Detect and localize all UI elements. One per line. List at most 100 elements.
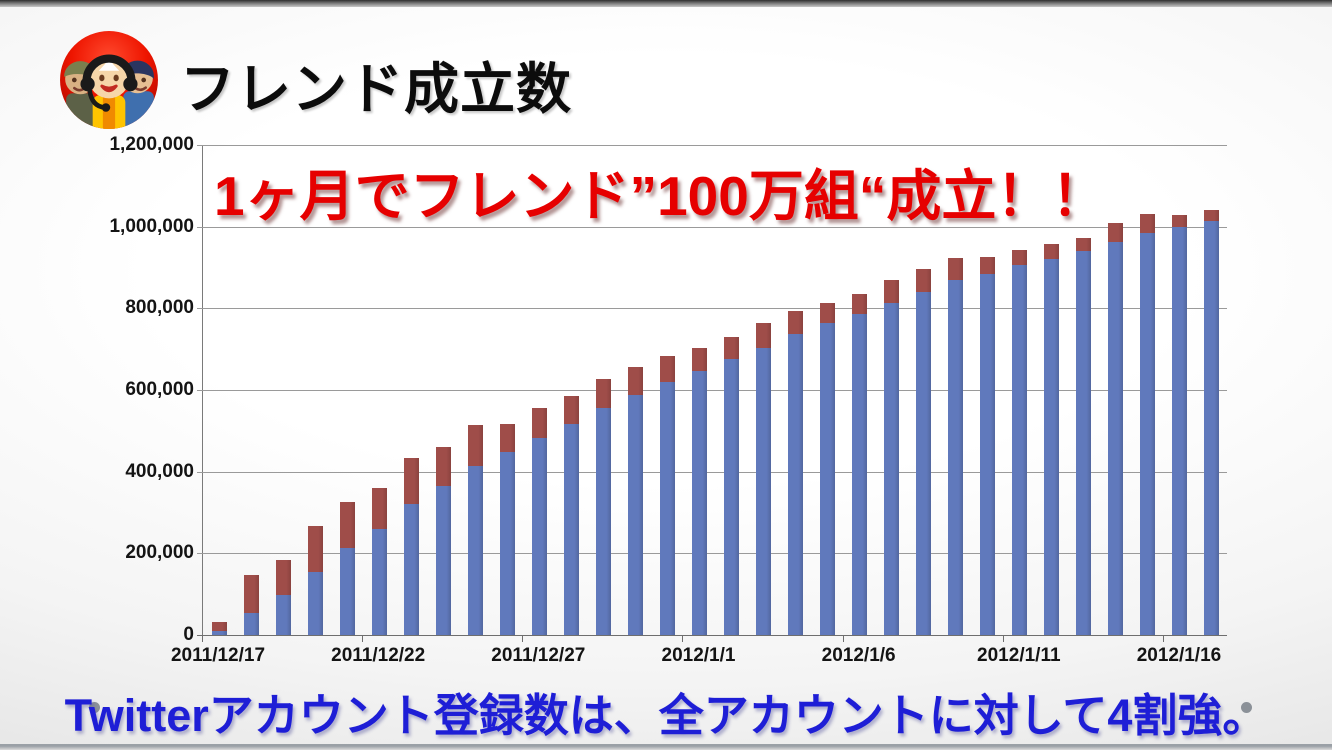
bar-blue-segment — [724, 359, 740, 635]
gridline-200000 — [197, 553, 1227, 555]
bar-blue-segment — [1076, 250, 1092, 635]
plot-area — [197, 145, 1227, 636]
bar-red-segment — [724, 337, 740, 360]
bar-red-segment — [371, 488, 387, 529]
bar-2012/1/3 — [756, 322, 772, 635]
bar-red-segment — [852, 294, 868, 314]
bar-blue-segment — [307, 571, 323, 635]
gridline-800000 — [197, 308, 1227, 310]
x-axis-label: 2011/12/22 — [331, 645, 426, 666]
bar-red-segment — [275, 559, 291, 596]
bar-red-segment — [1204, 209, 1220, 221]
footer-statement: Twitterアカウント登録数は、全アカウントに対して4割強。 — [64, 690, 1268, 741]
bar-red-segment — [307, 526, 323, 572]
bar-blue-segment — [916, 292, 932, 635]
bar-red-segment — [788, 311, 804, 335]
bar-2012/1/14 — [1108, 223, 1124, 635]
bar-2011/12/20 — [307, 526, 323, 635]
annotation-headline: 1ヶ月でフレンド”100万組“成立！！ — [214, 165, 1107, 227]
bar-blue-segment — [1044, 258, 1060, 635]
bar-2012/1/15 — [1140, 214, 1156, 635]
bar-2012/1/12 — [1044, 244, 1060, 635]
y-axis-label: 0 — [183, 624, 194, 645]
bar-2011/12/24 — [435, 447, 451, 635]
bar-2011/12/26 — [499, 424, 515, 635]
bar-blue-segment — [948, 280, 964, 635]
bar-red-segment — [691, 348, 707, 371]
bar-blue-segment — [852, 313, 868, 635]
bar-red-segment — [756, 322, 772, 348]
bar-2012/1/5 — [820, 303, 836, 635]
x-axis-tick — [362, 635, 364, 642]
x-axis-label: 2012/1/16 — [1136, 645, 1222, 666]
x-axis-tick — [202, 635, 203, 642]
bar-red-segment — [499, 424, 515, 453]
bar-2012/1/13 — [1076, 237, 1092, 635]
gridline-0 — [197, 635, 1227, 636]
bar-2011/12/19 — [275, 559, 291, 635]
bar-red-segment — [1076, 237, 1092, 251]
bar-2011/12/27 — [531, 408, 547, 635]
bar-2012/1/7 — [884, 280, 900, 635]
bar-2011/12/31 — [659, 356, 675, 635]
bar-red-segment — [531, 408, 547, 438]
y-axis-label: 400,000 — [125, 460, 194, 482]
icon-center-character — [80, 54, 138, 129]
page-title: フレンド成立数 — [180, 58, 573, 120]
bar-red-segment — [1140, 214, 1156, 233]
bar-blue-segment — [820, 323, 836, 635]
bar-red-segment — [435, 447, 451, 486]
bar-blue-segment — [1204, 220, 1220, 635]
slide-top-edge — [0, 0, 1332, 7]
bar-blue-segment — [435, 485, 451, 635]
x-axis-tick — [1162, 635, 1164, 642]
bar-red-segment — [659, 356, 675, 382]
bar-2011/12/18 — [243, 574, 259, 635]
left-bullet-dot — [89, 702, 100, 713]
bar-2012/1/2 — [724, 337, 740, 635]
bar-blue-segment — [884, 303, 900, 635]
bar-red-segment — [980, 256, 996, 274]
bar-blue-segment — [371, 528, 387, 635]
x-axis-tick — [682, 635, 684, 642]
bar-red-segment — [820, 303, 836, 324]
bar-red-segment — [595, 378, 611, 409]
bar-blue-segment — [595, 408, 611, 635]
bar-2012/1/9 — [948, 258, 964, 635]
bar-2012/1/1 — [691, 348, 707, 635]
bar-2011/12/29 — [595, 378, 611, 635]
bar-blue-segment — [1172, 227, 1188, 635]
bar-2012/1/11 — [1012, 250, 1028, 635]
x-axis-label: 2011/12/27 — [491, 645, 586, 666]
bar-blue-segment — [756, 347, 772, 635]
y-axis-label: 1,200,000 — [109, 134, 194, 155]
bar-2011/12/25 — [467, 425, 483, 635]
nakamap-characters-app-icon — [60, 31, 158, 129]
bar-2012/1/6 — [852, 294, 868, 635]
bar-2012/1/8 — [916, 269, 932, 635]
bar-2011/12/22 — [371, 488, 387, 635]
right-bullet-dot — [1241, 702, 1252, 713]
x-axis-label: 2012/1/11 — [977, 645, 1061, 666]
bar-blue-segment — [1012, 265, 1028, 635]
bar-red-segment — [627, 366, 643, 396]
x-axis-label: 2012/1/6 — [821, 645, 896, 666]
y-axis-label: 800,000 — [125, 297, 194, 319]
bar-blue-segment — [563, 424, 579, 635]
bar-red-segment — [563, 395, 579, 425]
y-axis-label: 600,000 — [125, 379, 194, 400]
bar-red-segment — [1044, 244, 1060, 259]
bar-red-segment — [467, 425, 483, 466]
bar-red-segment — [1012, 250, 1028, 266]
bar-2012/1/16 — [1172, 214, 1188, 635]
bar-2012/1/10 — [980, 256, 996, 635]
bar-red-segment — [211, 621, 227, 631]
x-axis-label: 2011/12/17 — [170, 645, 266, 666]
gridline-1200000 — [197, 145, 1227, 146]
x-axis-tick — [522, 635, 524, 642]
bar-blue-segment — [1108, 241, 1124, 635]
bar-blue-segment — [1140, 232, 1156, 635]
gridline-1000000 — [197, 226, 1227, 228]
bar-blue-segment — [467, 465, 483, 635]
bar-2011/12/28 — [563, 395, 579, 635]
